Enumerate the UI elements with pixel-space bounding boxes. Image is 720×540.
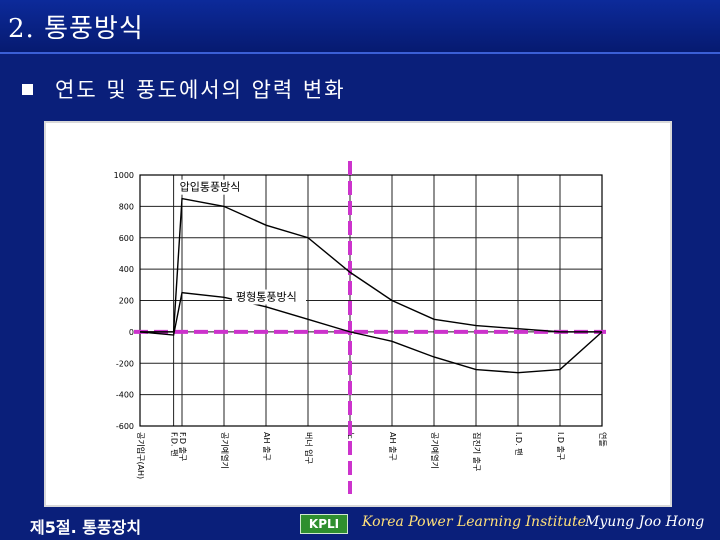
footer-institute: Korea Power Learning Institute: [362, 514, 586, 530]
bullet-row: 연도 및 풍도에서의 압력 변화: [22, 74, 346, 104]
x-category-label: 공기예열기: [430, 432, 440, 469]
x-category-label: 집진기 출구: [472, 432, 482, 471]
series-label: 압입통풍방식: [180, 181, 241, 194]
series-line-1: [139, 291, 603, 374]
y-tick-label: 800: [119, 202, 134, 211]
footer-section: 제5절. 통풍장치: [30, 518, 142, 537]
y-tick-label: 400: [119, 265, 134, 274]
y-tick-label: -600: [116, 422, 134, 431]
chart-frame: 1000 800 600 400 200 0 -200 -400 -600 공기입구(AH) F.D…: [44, 121, 672, 507]
x-category-label: 노: [346, 432, 355, 439]
y-tick-label: 1000: [114, 171, 134, 180]
y-tick-label: 600: [119, 234, 134, 243]
x-category-label: 공기입구(AH): [136, 432, 145, 479]
x-category-label: 공기예열기: [220, 432, 230, 469]
x-category-label: F.D. 팬: [170, 432, 179, 456]
series-label: 평형통풍방식: [236, 291, 297, 304]
series-line-0: [140, 197, 602, 333]
bullet-square-icon: [22, 83, 33, 95]
x-category-label: AH 출구: [388, 432, 398, 461]
x-category-label: 버너 입구: [304, 432, 314, 464]
y-tick-label: 200: [119, 297, 134, 306]
x-category-label: F.D 출구: [178, 432, 188, 461]
kpli-logo: KPLI: [300, 514, 348, 534]
slide-title: 2. 통풍방식: [8, 14, 144, 44]
x-category-label: I.D. 팬: [514, 432, 523, 456]
series-label-bg: [175, 179, 250, 195]
x-category-label: I.D 출구: [556, 432, 566, 460]
plot-border: [139, 174, 603, 427]
x-category-label: AH 출구: [262, 432, 272, 461]
y-tick-label: -400: [116, 391, 134, 400]
title-bar: 2. 통풍방식: [0, 0, 720, 54]
series-label-bg: [232, 289, 306, 305]
slide-subtitle: 연도 및 풍도에서의 압력 변화: [55, 78, 346, 102]
x-category-label: 연돌: [598, 432, 607, 447]
y-tick-label: 0: [129, 328, 134, 337]
footer-author: Myung Joo Hong: [585, 514, 705, 530]
y-tick-label: -200: [116, 359, 134, 368]
